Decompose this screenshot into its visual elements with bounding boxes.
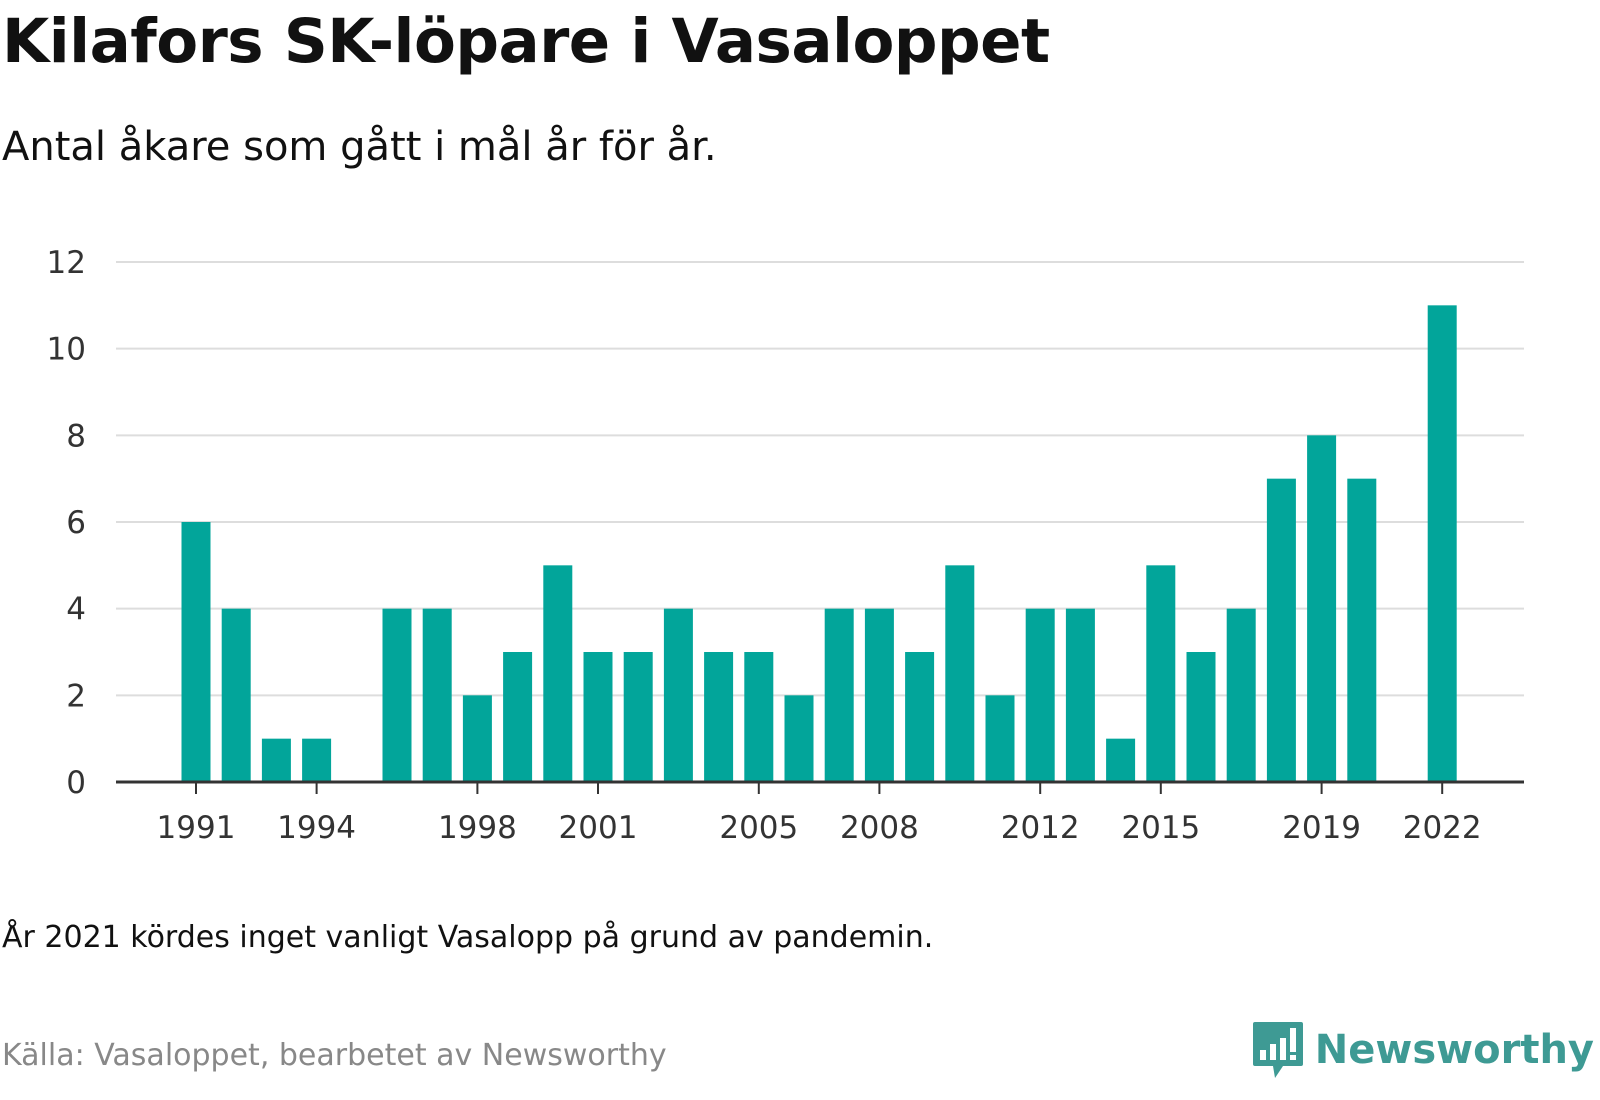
bar-2022 — [1427, 305, 1457, 782]
bar-2004 — [704, 652, 734, 782]
y-tick-label: 2 — [66, 678, 86, 714]
bar-2003 — [663, 608, 693, 782]
bars — [181, 305, 1457, 782]
bar-chart: 0 2 4 6 8 10 12 1991 1994 1998 2001 2005 2008 2012 20… — [47, 245, 1524, 846]
bar-2000 — [543, 565, 573, 782]
bar-1991 — [181, 522, 211, 782]
bar-2019 — [1307, 435, 1337, 782]
footnote: År 2021 kördes inget vanligt Vasalopp på… — [2, 920, 934, 955]
bar-2015 — [1146, 565, 1176, 782]
y-axis-tick-labels: 0 2 4 6 8 10 12 — [47, 245, 86, 801]
bar-2017 — [1226, 608, 1256, 782]
bar-2012 — [1025, 608, 1055, 782]
bar-chart-speech-bubble-icon — [1252, 1022, 1303, 1078]
chart-subtitle: Antal åkare som gått i mål år för år. — [2, 124, 717, 170]
bar-2008 — [864, 608, 894, 782]
bar-2006 — [784, 695, 814, 782]
y-tick-label: 0 — [66, 765, 86, 801]
x-tick-label: 1991 — [157, 810, 236, 846]
x-tick-label: 2015 — [1121, 810, 1200, 846]
x-tick-label: 2019 — [1282, 810, 1361, 846]
bar-2009 — [905, 652, 935, 782]
bar-2001 — [583, 652, 613, 782]
bar-2013 — [1065, 608, 1095, 782]
bar-2007 — [824, 608, 854, 782]
y-tick-label: 6 — [66, 505, 86, 541]
y-tick-label: 8 — [66, 418, 86, 454]
bar-2011 — [985, 695, 1015, 782]
bar-2016 — [1186, 652, 1216, 782]
newsworthy-logo: Newsworthy — [1251, 1020, 1594, 1080]
brand-name: Newsworthy — [1314, 1027, 1594, 1073]
x-tick-label: 2008 — [840, 810, 919, 846]
bar-1998 — [462, 695, 492, 782]
bar-2018 — [1266, 478, 1296, 782]
bar-1993 — [261, 738, 291, 782]
y-tick-label: 12 — [47, 245, 86, 281]
x-tick-label: 2005 — [719, 810, 798, 846]
bar-1994 — [302, 738, 332, 782]
y-tick-label: 4 — [66, 592, 86, 628]
x-tick-label: 2012 — [1001, 810, 1080, 846]
bar-2005 — [744, 652, 774, 782]
bar-2002 — [623, 652, 653, 782]
bar-1996 — [382, 608, 412, 782]
bar-2014 — [1106, 738, 1136, 782]
x-tick-label: 1998 — [438, 810, 517, 846]
bar-2010 — [945, 565, 975, 782]
x-tick-label: 2001 — [559, 810, 638, 846]
bar-2020 — [1347, 478, 1377, 782]
bar-1999 — [503, 652, 533, 782]
x-tick-label: 2022 — [1403, 810, 1482, 846]
bar-1997 — [422, 608, 452, 782]
bar-1992 — [221, 608, 251, 782]
source-credit: Källa: Vasaloppet, bearbetet av Newswort… — [2, 1038, 667, 1073]
x-tick-label: 1994 — [277, 810, 356, 846]
chart-title: Kilafors SK-löpare i Vasaloppet — [2, 6, 1050, 77]
x-axis-ticks: 1991 1994 1998 2001 2005 2008 2012 2015 2019 2022 — [157, 782, 1482, 846]
y-tick-label: 10 — [47, 332, 86, 368]
